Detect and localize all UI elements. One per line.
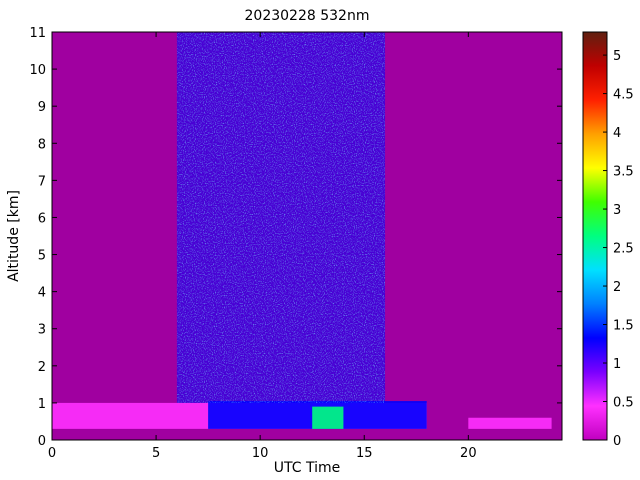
y-tick-label: 3	[38, 323, 46, 338]
x-tick-label: 0	[48, 446, 56, 461]
x-axis: 0 5 10 15 20	[48, 32, 477, 461]
x-tick-label: 15	[356, 446, 373, 461]
colorbar-tick-label: 2.5	[613, 242, 634, 257]
heatmap-noise-texture	[176, 32, 386, 403]
heatmap-region-peak-aerosol-2	[312, 406, 344, 429]
colorbar-tick-label: 4	[613, 126, 621, 141]
plot-area	[52, 32, 562, 440]
x-axis-label: UTC Time	[274, 460, 340, 476]
y-tick-label: 5	[38, 249, 46, 264]
colorbar	[582, 31, 608, 441]
y-tick-label: 7	[38, 174, 46, 189]
colorbar-tick-label: 4.5	[613, 88, 634, 103]
y-axis: 0 1 2 3 4 5 6 7 8 9 10 11	[29, 26, 562, 449]
y-tick-label: 11	[29, 26, 46, 41]
y-axis-label: Altitude [km]	[6, 190, 22, 282]
y-tick-label: 2	[38, 360, 46, 375]
colorbar-tick-label: 1.5	[613, 319, 634, 334]
x-tick-label: 20	[460, 446, 477, 461]
y-tick-label: 1	[38, 397, 46, 412]
y-tick-label: 9	[38, 100, 46, 115]
y-tick-label: 0	[38, 434, 46, 449]
colorbar-tick-label: 1	[613, 357, 621, 372]
colorbar-tick-label: 2	[613, 280, 621, 295]
colorbar-axis: 0 0.5 1 1.5 2 2.5 3 3.5 4 4.5 5	[603, 49, 634, 449]
colorbar-tick-label: 0.5	[613, 396, 634, 411]
heatmap-region-boundary-layer-4	[468, 417, 552, 429]
y-tick-label: 8	[38, 137, 46, 152]
y-tick-label: 10	[29, 63, 46, 78]
colorbar-tick-label: 0	[613, 434, 621, 449]
colorbar-tick-label: 5	[613, 49, 621, 64]
y-tick-label: 6	[38, 211, 46, 226]
y-tick-label: 4	[38, 286, 46, 301]
colorbar-tick-label: 3.5	[613, 165, 634, 180]
chart-title: 20230228 532nm	[245, 8, 370, 24]
x-tick-label: 10	[252, 446, 269, 461]
plot-frame	[51, 31, 563, 441]
colorbar-tick-label: 3	[613, 203, 621, 218]
x-tick-label: 5	[152, 446, 160, 461]
